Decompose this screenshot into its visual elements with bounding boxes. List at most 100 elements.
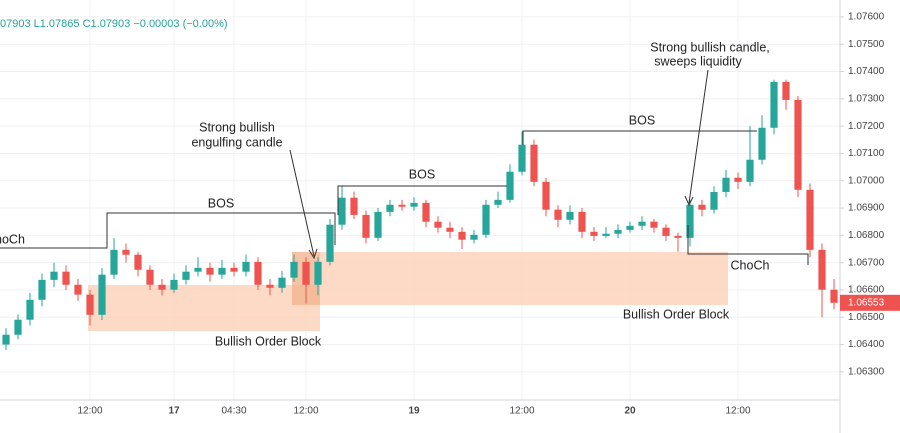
structure-lines	[0, 69, 809, 265]
candle-body	[86, 294, 94, 315]
y-tick-label: 1.07000	[848, 175, 885, 186]
annotation: Strong bullish candle,	[650, 40, 770, 54]
x-tick-label: 12:00	[509, 406, 534, 417]
candle-body	[830, 289, 838, 303]
candle-body	[770, 81, 778, 128]
arrow	[688, 69, 709, 204]
annotation: sweeps liquidity	[654, 54, 742, 68]
candle-body	[638, 221, 646, 226]
candle-body	[290, 261, 298, 278]
y-tick-label: 1.07600	[848, 12, 885, 23]
y-tick-label: 1.06800	[848, 230, 885, 241]
candle-body	[650, 221, 658, 228]
candle-body	[2, 334, 10, 345]
y-tick-label: 1.07200	[848, 121, 885, 132]
candle-body	[446, 227, 454, 232]
candle-body	[194, 267, 202, 272]
y-tick-label: 1.06300	[848, 367, 885, 378]
candle-body	[662, 227, 670, 236]
candle-body	[674, 235, 682, 238]
last-price-label: 1.06553	[848, 297, 885, 308]
annotation: ChoCh	[0, 232, 25, 246]
candle-body	[434, 221, 442, 228]
candle-body	[266, 284, 274, 288]
y-tick-label: 1.07500	[848, 39, 885, 50]
x-tick-label: 12:00	[293, 406, 318, 417]
candle-body	[734, 177, 742, 182]
annotation: BOS	[629, 113, 655, 127]
candle-body	[518, 144, 526, 172]
grid	[0, 0, 840, 400]
candle-body	[374, 211, 382, 238]
candle-body	[422, 202, 430, 222]
candle-body	[566, 211, 574, 220]
candle-body	[158, 284, 166, 290]
candle-body	[818, 249, 826, 290]
candle-body	[746, 159, 754, 182]
candle-body	[182, 271, 190, 280]
y-tick-label: 1.06500	[848, 312, 885, 323]
candle-body	[470, 234, 478, 240]
annotation: Strong bullish	[199, 120, 275, 134]
candles	[2, 79, 838, 351]
candle-body	[338, 197, 346, 225]
candle-body	[686, 204, 694, 238]
annotation: Bullish Order Block	[623, 307, 730, 321]
order-block-zone	[320, 252, 728, 305]
candle-body	[26, 299, 34, 320]
candle-body	[110, 249, 118, 275]
candle-body	[602, 233, 610, 236]
bos-line	[522, 130, 757, 145]
candle-body	[758, 127, 766, 160]
candle-body	[14, 319, 22, 335]
order-block-zone	[88, 285, 320, 331]
annotation: ChoCh	[731, 258, 770, 272]
candle-body	[314, 261, 322, 285]
y-tick-label: 1.07300	[848, 93, 885, 104]
candle-body	[122, 249, 130, 255]
x-tick-label: 17	[168, 406, 180, 417]
y-tick-label: 1.06700	[848, 257, 885, 268]
x-tick-label: 19	[408, 406, 420, 417]
candle-body	[530, 144, 538, 182]
candle-body	[50, 271, 58, 280]
choch-line	[687, 225, 809, 265]
y-tick-label: 1.06600	[848, 285, 885, 296]
candle-body	[326, 224, 334, 262]
x-tick-label: 20	[624, 406, 636, 417]
annotation: BOS	[208, 196, 234, 210]
candle-body	[386, 204, 394, 212]
candle-body	[578, 211, 586, 232]
candle-body	[410, 202, 418, 207]
candle-body	[710, 191, 718, 210]
candle-body	[230, 267, 238, 272]
y-tick-label: 1.06900	[848, 203, 885, 214]
candle-body	[626, 225, 634, 230]
candle-body	[782, 81, 790, 100]
candle-body	[722, 177, 730, 192]
arrow	[289, 149, 315, 257]
ohlc-legend: 07903 L1.07865 C1.07903 −0.00003 (−0.00%…	[0, 18, 228, 30]
choch-bos-line	[0, 212, 336, 249]
annotation: Bullish Order Block	[215, 334, 322, 348]
candle-body	[494, 199, 502, 205]
candle-body	[362, 214, 370, 238]
arrow-head	[308, 248, 318, 260]
candle-body	[242, 261, 250, 272]
candle-body	[554, 209, 562, 220]
arrow-head	[684, 195, 694, 207]
candle-body	[590, 231, 598, 236]
candle-body	[254, 261, 262, 285]
candle-body	[218, 267, 226, 275]
candle-body	[350, 197, 358, 215]
candle-body	[794, 99, 802, 190]
x-tick-label: 12:00	[725, 406, 750, 417]
candle-body	[98, 274, 106, 315]
candle-body	[146, 269, 154, 285]
axes: 1.06300 1.06400 1.06500 1.06600 1.06700 1.068…	[77, 12, 900, 417]
x-tick-label: 04:30	[221, 406, 246, 417]
candle-body	[302, 261, 310, 285]
candle-body	[170, 279, 178, 290]
